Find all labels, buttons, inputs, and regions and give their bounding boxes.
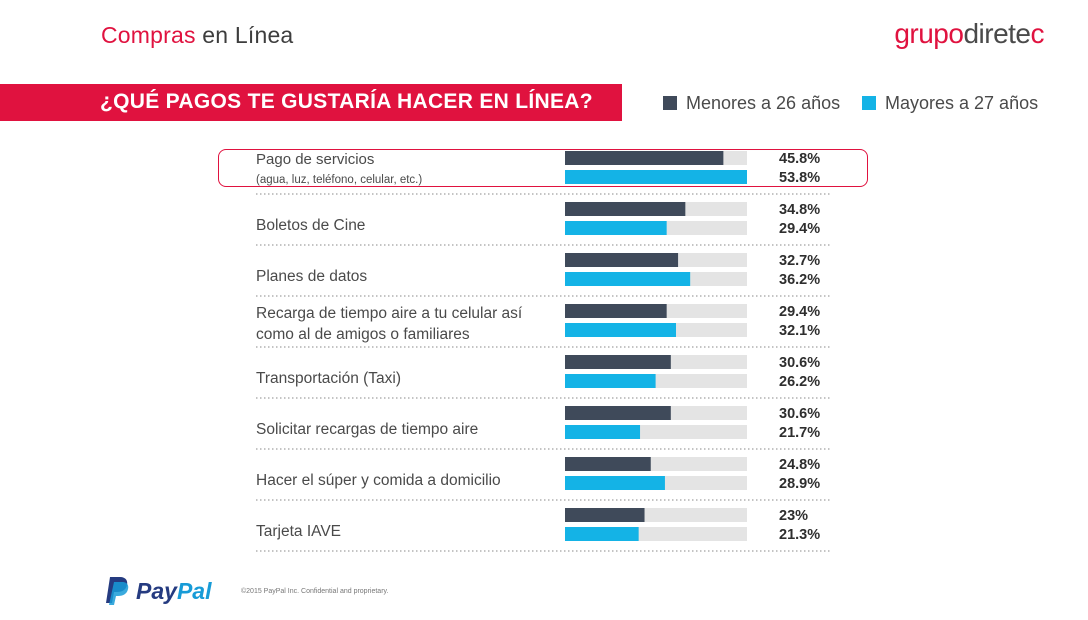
value-label-3-1: 32.1% xyxy=(779,323,820,339)
bar-7-0 xyxy=(565,508,645,522)
bar-6-0 xyxy=(565,457,651,471)
value-label-4-0: 30.6% xyxy=(779,355,820,371)
category-label-0: Pago de servicios (agua, luz, teléfono, c… xyxy=(256,151,422,186)
value-label-4-1: 26.2% xyxy=(779,374,820,390)
value-label-7-0: 23% xyxy=(779,508,808,524)
legend-item-series-1: Menores a 26 años xyxy=(663,93,840,114)
bar-7-1 xyxy=(565,527,639,541)
value-label-6-1: 28.9% xyxy=(779,476,820,492)
question-banner: ¿QUÉ PAGOS TE GUSTARÍA HACER EN LÍNEA? xyxy=(0,84,622,121)
legend-label-series-1: Menores a 26 años xyxy=(686,93,841,113)
chart-title: ¿QUÉ PAGOS TE GUSTARÍA HACER EN LÍNEA? xyxy=(100,90,593,113)
category-label-7: Tarjeta IAVE xyxy=(256,523,341,540)
value-label-1-1: 29.4% xyxy=(779,221,820,237)
bar-3-1 xyxy=(565,323,677,337)
category-label-4: Transportación (Taxi) xyxy=(256,370,401,387)
logo-part-1: grupo xyxy=(894,18,964,49)
value-label-0-0: 45.8% xyxy=(779,151,820,167)
bar-4-0 xyxy=(565,355,671,369)
bar-2-1 xyxy=(565,272,691,286)
bar-2-0 xyxy=(565,253,679,267)
bar-6-1 xyxy=(565,476,665,490)
value-label-1-0: 34.8% xyxy=(779,202,820,218)
page-title-accent: Compras xyxy=(101,22,196,48)
paypal-logo: PayPal xyxy=(104,576,211,611)
highlight-box xyxy=(218,149,868,187)
category-label-6: Hacer el súper y comida a domicilio xyxy=(256,472,501,489)
logo-part-2: direte xyxy=(963,18,1031,49)
value-label-2-0: 32.7% xyxy=(779,253,820,269)
value-label-5-1: 21.7% xyxy=(779,425,820,441)
copyright-notice: ©2015 PayPal Inc. Confidential and propr… xyxy=(241,588,389,595)
value-label-7-1: 21.3% xyxy=(779,527,820,543)
paypal-word-part-1: Pay xyxy=(136,578,177,604)
paypal-wordmark: PayPal xyxy=(136,578,211,605)
bar-1-1 xyxy=(565,221,667,235)
category-label-1: Boletos de Cine xyxy=(256,217,365,234)
bar-0-1 xyxy=(565,170,747,184)
value-label-6-0: 24.8% xyxy=(779,457,820,473)
legend-label-series-2: Mayores a 27 años xyxy=(885,93,1039,113)
bar-0-0 xyxy=(565,151,724,165)
bar-4-1 xyxy=(565,374,656,388)
legend-item-series-2: Mayores a 27 años xyxy=(862,93,1038,114)
page-title: Compras en Línea xyxy=(101,22,293,49)
logo-part-3: c xyxy=(1030,18,1045,49)
bar-1-0 xyxy=(565,202,686,216)
value-label-2-1: 36.2% xyxy=(779,272,820,288)
bar-3-0 xyxy=(565,304,667,318)
value-label-0-1: 53.8% xyxy=(779,170,820,186)
value-label-5-0: 30.6% xyxy=(779,406,820,422)
legend-swatch-series-1 xyxy=(663,96,677,110)
legend-swatch-series-2 xyxy=(862,96,876,110)
value-label-3-0: 29.4% xyxy=(779,304,820,320)
bar-5-0 xyxy=(565,406,671,420)
category-label-5: Solicitar recargas de tiempo aire xyxy=(256,421,478,438)
grupo-diretec-logo: grupodiretec xyxy=(894,18,1044,50)
paypal-p-icon xyxy=(106,577,129,605)
paypal-word-part-2: Pal xyxy=(176,578,212,604)
category-label-3: Recarga de tiempo aire a tu celular así c… xyxy=(256,305,523,343)
bar-5-1 xyxy=(565,425,641,439)
category-label-2: Planes de datos xyxy=(256,268,367,285)
page-title-rest: en Línea xyxy=(195,22,294,48)
